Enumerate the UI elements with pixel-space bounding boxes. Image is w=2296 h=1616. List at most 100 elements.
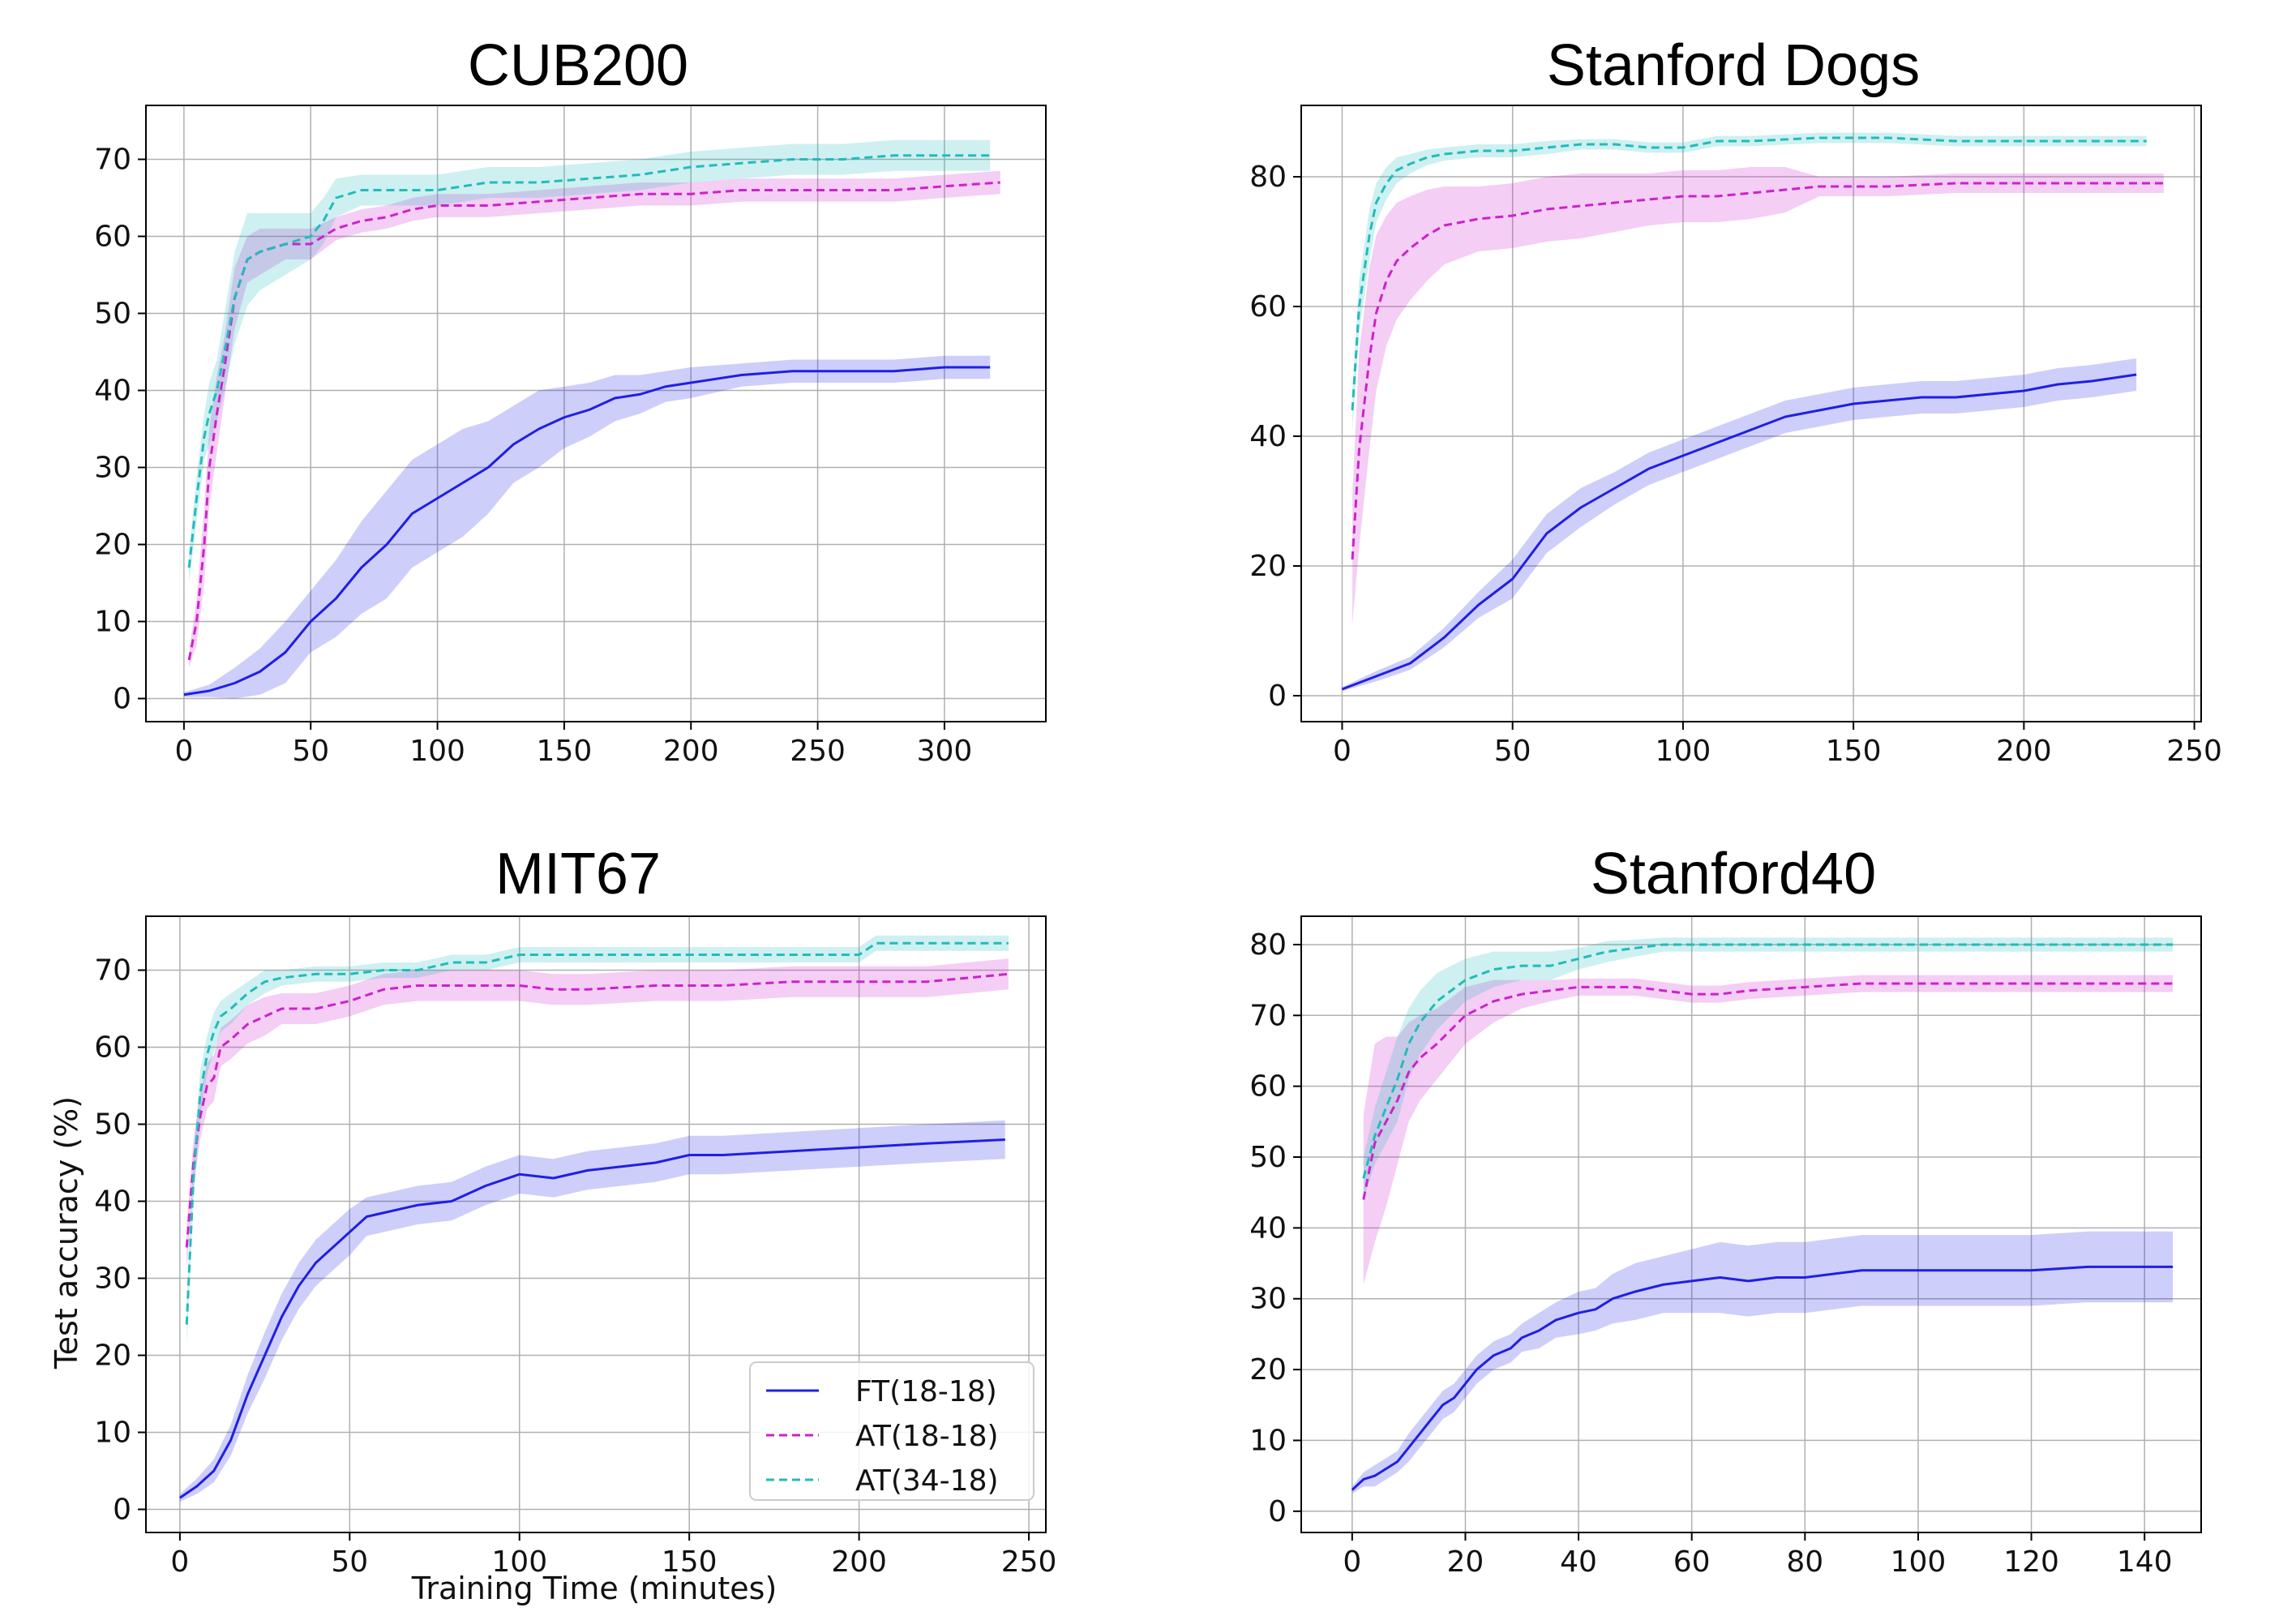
x-tick-label: 80	[1786, 1545, 1823, 1579]
x-tick-label: 200	[1996, 735, 2052, 768]
chart-panel-cub200: 0 50 100 150 200 250 300 0 10 20 30 40 50 60 70 CUB200	[94, 33, 1047, 768]
legend-label-at18: AT(18-18)	[855, 1420, 999, 1453]
legend-label-ft: FT(18-18)	[855, 1375, 997, 1408]
y-tick-label: 30	[94, 1262, 131, 1296]
chart-title: Stanford40	[1591, 842, 1876, 907]
y-tick-label: 50	[94, 1108, 131, 1142]
x-tick-label: 0	[1343, 1545, 1361, 1579]
x-tick-label: 50	[292, 735, 329, 768]
y-tick-label: 40	[94, 1185, 131, 1219]
y-tick-label: 50	[94, 298, 131, 331]
y-tick-label: 0	[1268, 1495, 1287, 1528]
x-tick-label: 100	[409, 735, 465, 768]
x-tick-label: 140	[2117, 1545, 2173, 1579]
y-axis-label: Test accuracy (%)	[49, 1096, 84, 1370]
series-band-ft	[1351, 1231, 2174, 1494]
plot-area: 0 50 100 150 200 250 0 10 20 30 40 50 60 70	[94, 915, 1057, 1579]
x-tick-label: 200	[831, 1545, 887, 1579]
x-tick-label: 50	[331, 1545, 368, 1579]
chart-panel-stanford40: 0 20 40 60 80 100 120 140 0 10 20 30 40 50 60 70 80 Stan…	[1249, 842, 2202, 1579]
x-tick-label: 300	[917, 735, 973, 768]
series-line-at34	[1351, 136, 2147, 411]
y-tick-label: 10	[1249, 1424, 1287, 1457]
series-line-at18	[187, 181, 1000, 661]
series-line-at18	[1362, 982, 2174, 1200]
x-tick-label: 20	[1447, 1545, 1484, 1579]
plot-frame	[1300, 915, 2202, 1533]
series-line-ft	[179, 1138, 1005, 1499]
y-tick-label: 40	[1249, 420, 1287, 453]
y-tick-label: 20	[1249, 550, 1287, 583]
x-tick-label: 120	[2003, 1545, 2059, 1579]
series-band-at34	[1352, 132, 2147, 430]
y-tick-label: 80	[1249, 928, 1287, 962]
y-tick-label: 0	[1268, 679, 1287, 713]
x-tick-label: 100	[1656, 735, 1711, 768]
series-band-ft	[183, 355, 991, 699]
x-tick-label: 150	[1826, 735, 1882, 768]
legend: FT(18-18) AT(18-18) AT(34-18)	[749, 1361, 1034, 1501]
x-tick-label: 40	[1560, 1545, 1597, 1579]
chart-panel-mit67: 0 50 100 150 200 250 0 10 20 30 40 50 60 70 MIT67 Tra…	[49, 842, 1056, 1606]
y-tick-label: 20	[94, 1340, 131, 1373]
x-axis-label: Training Time (minutes)	[411, 1571, 777, 1606]
series-line-at34	[185, 941, 1009, 1325]
series-band-at18	[186, 958, 1009, 1271]
plot-frame	[145, 915, 1047, 1533]
x-tick-label: 50	[1494, 735, 1531, 768]
plot-area: 0 50 100 150 200 250 300 0 10 20 30 40 50 60 70	[94, 105, 1047, 768]
x-tick-label: 150	[537, 735, 593, 768]
y-tick-label: 40	[94, 375, 131, 408]
x-tick-label: 0	[170, 1545, 189, 1579]
y-tick-label: 70	[1249, 999, 1287, 1032]
y-tick-label: 60	[1249, 290, 1287, 324]
series-band-ft	[179, 1120, 1005, 1502]
y-tick-label: 40	[1249, 1211, 1287, 1245]
y-tick-label: 30	[94, 452, 131, 485]
series-line-at34	[1362, 943, 2174, 1179]
y-tick-label: 60	[94, 221, 131, 254]
series-band-at18	[1363, 975, 2174, 1285]
y-tick-label: 30	[1249, 1283, 1287, 1316]
series-line-ft	[1341, 373, 2137, 691]
chart-panel-stanford-dogs: 0 50 100 150 200 250 0 20 40 60 80 Stanford Dogs	[1249, 33, 2222, 768]
y-tick-label: 60	[94, 1031, 131, 1065]
x-tick-label: 0	[1333, 735, 1351, 768]
y-tick-label: 70	[94, 954, 131, 988]
x-tick-label: 150	[662, 1545, 718, 1579]
series-line-ft	[183, 366, 991, 697]
series-band-at18	[1352, 167, 2164, 624]
x-tick-label: 200	[663, 735, 719, 768]
plot-area: 0 50 100 150 200 250 0 20 40 60 80	[1249, 105, 2222, 768]
y-tick-label: 10	[94, 606, 131, 639]
y-tick-label: 0	[113, 683, 131, 716]
y-tick-label: 60	[1249, 1070, 1287, 1104]
series-line-at34	[187, 154, 991, 568]
x-tick-label: 250	[1001, 1545, 1057, 1579]
x-tick-label: 100	[491, 1545, 547, 1579]
series-line-ft	[1351, 1265, 2174, 1491]
y-tick-label: 20	[1249, 1353, 1287, 1387]
plot-frame	[1300, 105, 2202, 722]
y-tick-label: 20	[94, 529, 131, 562]
y-tick-label: 70	[94, 144, 131, 177]
chart-title: MIT67	[495, 842, 661, 907]
y-tick-label: 50	[1249, 1141, 1287, 1174]
x-tick-label: 100	[1891, 1545, 1947, 1579]
x-tick-label: 0	[174, 735, 193, 768]
y-tick-label: 80	[1249, 161, 1287, 194]
series-line-at18	[1351, 182, 2164, 560]
x-tick-label: 250	[2166, 735, 2222, 768]
series-band-at34	[186, 935, 1009, 1348]
x-tick-label: 60	[1673, 1545, 1711, 1579]
series-band-ft	[1342, 358, 2137, 692]
x-tick-label: 250	[790, 735, 846, 768]
legend-label-at34: AT(34-18)	[855, 1464, 999, 1498]
legend-box	[749, 1361, 1034, 1501]
series-line-at18	[185, 972, 1009, 1248]
plot-area: 0 20 40 60 80 100 120 140 0 10 20 30 40 50 60 70 80	[1249, 915, 2202, 1579]
plot-frame	[145, 105, 1047, 722]
y-tick-label: 10	[94, 1417, 131, 1450]
